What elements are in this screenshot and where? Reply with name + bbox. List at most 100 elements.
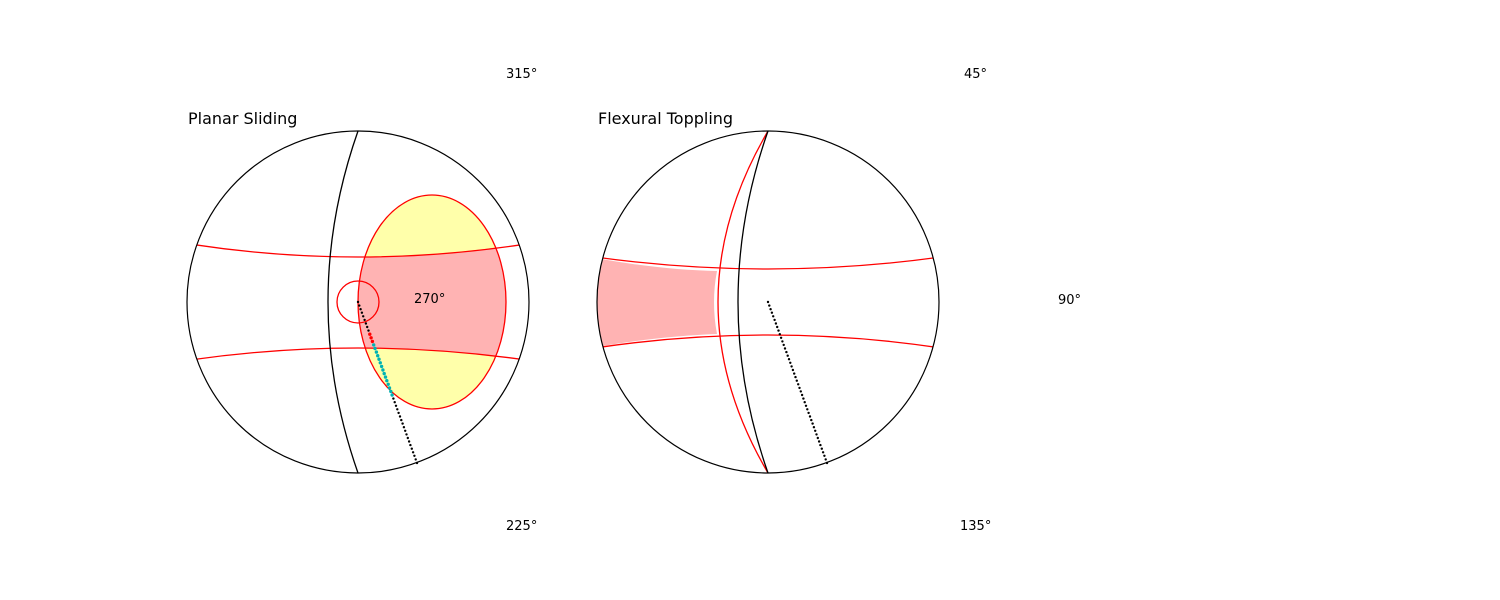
planar-pole-point	[363, 318, 366, 322]
planar-pole-point	[407, 440, 411, 443]
toppling-pole-point	[769, 308, 772, 311]
planar-pole-point	[372, 343, 376, 347]
toppling-pole-point	[797, 383, 800, 386]
toppling-lateral-limit-lower	[597, 334, 939, 349]
planar-pole-point	[366, 325, 369, 329]
toppling-pole-point	[777, 329, 780, 332]
toppling-pole-point	[806, 408, 809, 411]
planar-pole-point	[362, 315, 365, 318]
toppling-pole-point	[808, 415, 812, 418]
lateral-limit-upper	[189, 243, 527, 258]
planar-top-direction-label: 315°	[506, 67, 537, 82]
planar-pole-point	[401, 422, 404, 425]
toppling-pole-point	[772, 315, 775, 318]
planar-pole-point	[389, 389, 393, 394]
toppling-pole-point	[779, 336, 783, 339]
planar-pole-point	[377, 357, 381, 361]
flexural-toppling-title: Flexural Toppling	[598, 109, 733, 128]
toppling-bottom-direction-label: 135°	[960, 519, 991, 534]
toppling-pole-point	[770, 311, 774, 314]
toppling-pole-points	[766, 300, 829, 465]
planar-pole-point	[360, 311, 364, 314]
planar-pole-point	[413, 454, 416, 457]
toppling-pole-point	[821, 451, 825, 454]
slope-face-great-circle	[327, 130, 359, 474]
toppling-pole-point	[785, 350, 788, 354]
toppling-top-direction-label: 45°	[964, 67, 987, 82]
friction-cone-circle	[336, 280, 380, 324]
planar-center-direction-label: 270°	[414, 292, 445, 307]
toppling-pole-point	[812, 426, 816, 429]
toppling-pole-point	[824, 458, 827, 461]
planar-pole-point	[386, 382, 390, 386]
toppling-primitive-circle	[596, 130, 940, 474]
planar-pole-point	[392, 397, 395, 400]
planar-sliding-panel: Planar Sliding 315° 225° 270°	[186, 67, 537, 534]
planar-sliding-title: Planar Sliding	[188, 109, 297, 128]
toppling-pole-point	[768, 304, 771, 307]
planar-pole-point	[411, 451, 415, 454]
planar-pole-point	[390, 393, 394, 397]
toppling-pole-point	[793, 372, 796, 375]
toppling-pole-point	[810, 418, 813, 422]
toppling-pole-point	[787, 358, 791, 361]
toppling-pole-point	[825, 461, 829, 465]
toppling-pole-point	[819, 443, 822, 447]
toppling-pole-point	[783, 347, 787, 350]
planar-pole-point	[393, 401, 396, 404]
toppling-pole-point	[802, 397, 805, 400]
planar-pole-point	[387, 386, 392, 390]
toppling-pole-point	[781, 340, 784, 343]
planar-pole-point	[368, 332, 372, 336]
planar-pole-point	[398, 415, 402, 418]
planar-pole-point	[379, 364, 384, 369]
planar-pole-point	[396, 408, 399, 411]
toppling-pole-point	[800, 393, 804, 397]
toppling-pole-point	[790, 365, 793, 368]
planar-pole-point	[378, 361, 382, 365]
planar-pole-point	[376, 354, 380, 358]
toppling-pole-point	[782, 343, 785, 347]
planar-pole-point	[359, 308, 362, 311]
toppling-pole-point	[791, 368, 795, 372]
planar-pole-point	[385, 379, 389, 383]
planar-pole-point	[369, 336, 373, 340]
slip-limit-great-circle	[717, 130, 769, 474]
planar-pole-point	[358, 304, 361, 307]
toppling-pole-point	[789, 361, 792, 364]
toppling-pole-point	[820, 447, 823, 450]
planar-pole-point	[356, 300, 360, 304]
planar-pole-point	[382, 371, 386, 376]
toppling-pole-point	[814, 429, 817, 432]
toppling-pole-point	[807, 411, 810, 415]
critical-zone-fill	[358, 244, 506, 360]
toppling-pole-point	[817, 440, 821, 443]
planar-pole-point	[381, 368, 385, 372]
toppling-pole-point	[798, 386, 801, 390]
toppling-critical-zone-fill	[597, 257, 717, 348]
planar-pole-point	[394, 404, 398, 407]
toppling-pole-point	[766, 300, 770, 304]
primitive-circle	[186, 130, 530, 474]
toppling-pole-point	[786, 354, 789, 357]
planar-pole-point	[364, 322, 368, 325]
planar-pole-point	[374, 350, 379, 354]
toppling-pole-point	[773, 318, 776, 322]
planar-bottom-direction-label: 225°	[506, 519, 537, 534]
toppling-pole-point	[794, 375, 797, 379]
toppling-pole-point	[795, 379, 798, 382]
planar-pole-point	[370, 339, 375, 344]
toppling-pole-point	[776, 325, 779, 329]
toppling-pole-point	[804, 404, 808, 407]
planar-pole-point	[367, 329, 370, 332]
flexural-toppling-panel: Flexural Toppling 45° 135° 90°	[596, 67, 1081, 534]
toppling-pole-point	[811, 422, 814, 425]
toppling-pole-point	[823, 454, 826, 457]
toppling-side-direction-label: 90°	[1058, 293, 1081, 308]
toppling-slope-face-great-circle	[737, 130, 769, 474]
toppling-pole-point	[799, 390, 802, 393]
planar-pole-point	[383, 375, 388, 379]
toppling-pole-point	[778, 333, 781, 336]
planar-pole-point	[404, 429, 407, 432]
